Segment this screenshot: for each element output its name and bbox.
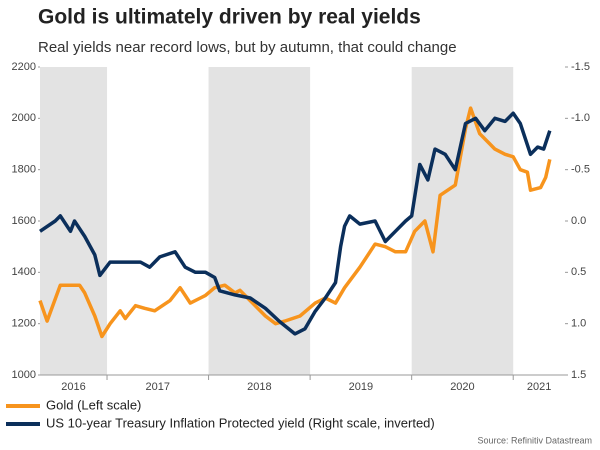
y-tick-label: 1200	[12, 318, 36, 330]
source: Source: Refinitiv Datastream	[477, 435, 592, 445]
y2-tick-label: -0.5	[571, 164, 590, 176]
y2-tick-label: 1.0	[571, 318, 586, 330]
y-tick-label: 2000	[12, 112, 36, 124]
y2-tick-label: -1.0	[571, 112, 590, 124]
year-band	[208, 67, 311, 375]
y-tick-label: 1800	[12, 164, 36, 176]
y-tick-label: 1400	[12, 266, 36, 278]
x-tick-label: 2017	[146, 381, 170, 393]
legend-label: US 10-year Treasury Inflation Protected …	[46, 415, 435, 430]
x-tick-label: 2018	[247, 381, 271, 393]
chart-subtitle: Real yields near record lows, but by aut…	[38, 39, 457, 56]
series-line	[39, 111, 552, 336]
x-tick-label: 2016	[61, 381, 85, 393]
y-tick-label: 1000	[12, 369, 36, 381]
x-tick-label: 2020	[450, 381, 474, 393]
x-tick-label: 2019	[349, 381, 373, 393]
y2-tick-label: 1.5	[571, 369, 586, 381]
x-tick-label: 2021	[527, 381, 551, 393]
legend-label: Gold (Left scale)	[46, 397, 141, 412]
y2-tick-label: 0.5	[571, 266, 586, 278]
series-line	[38, 106, 552, 339]
year-band	[411, 67, 514, 375]
chart-title: Gold is ultimately driven by real yields	[38, 6, 421, 29]
y-tick-label: 1600	[12, 215, 36, 227]
y2-tick-label: -1.5	[571, 61, 590, 73]
y-tick-label: 2200	[12, 61, 36, 73]
y2-tick-label: 0.0	[571, 215, 586, 227]
